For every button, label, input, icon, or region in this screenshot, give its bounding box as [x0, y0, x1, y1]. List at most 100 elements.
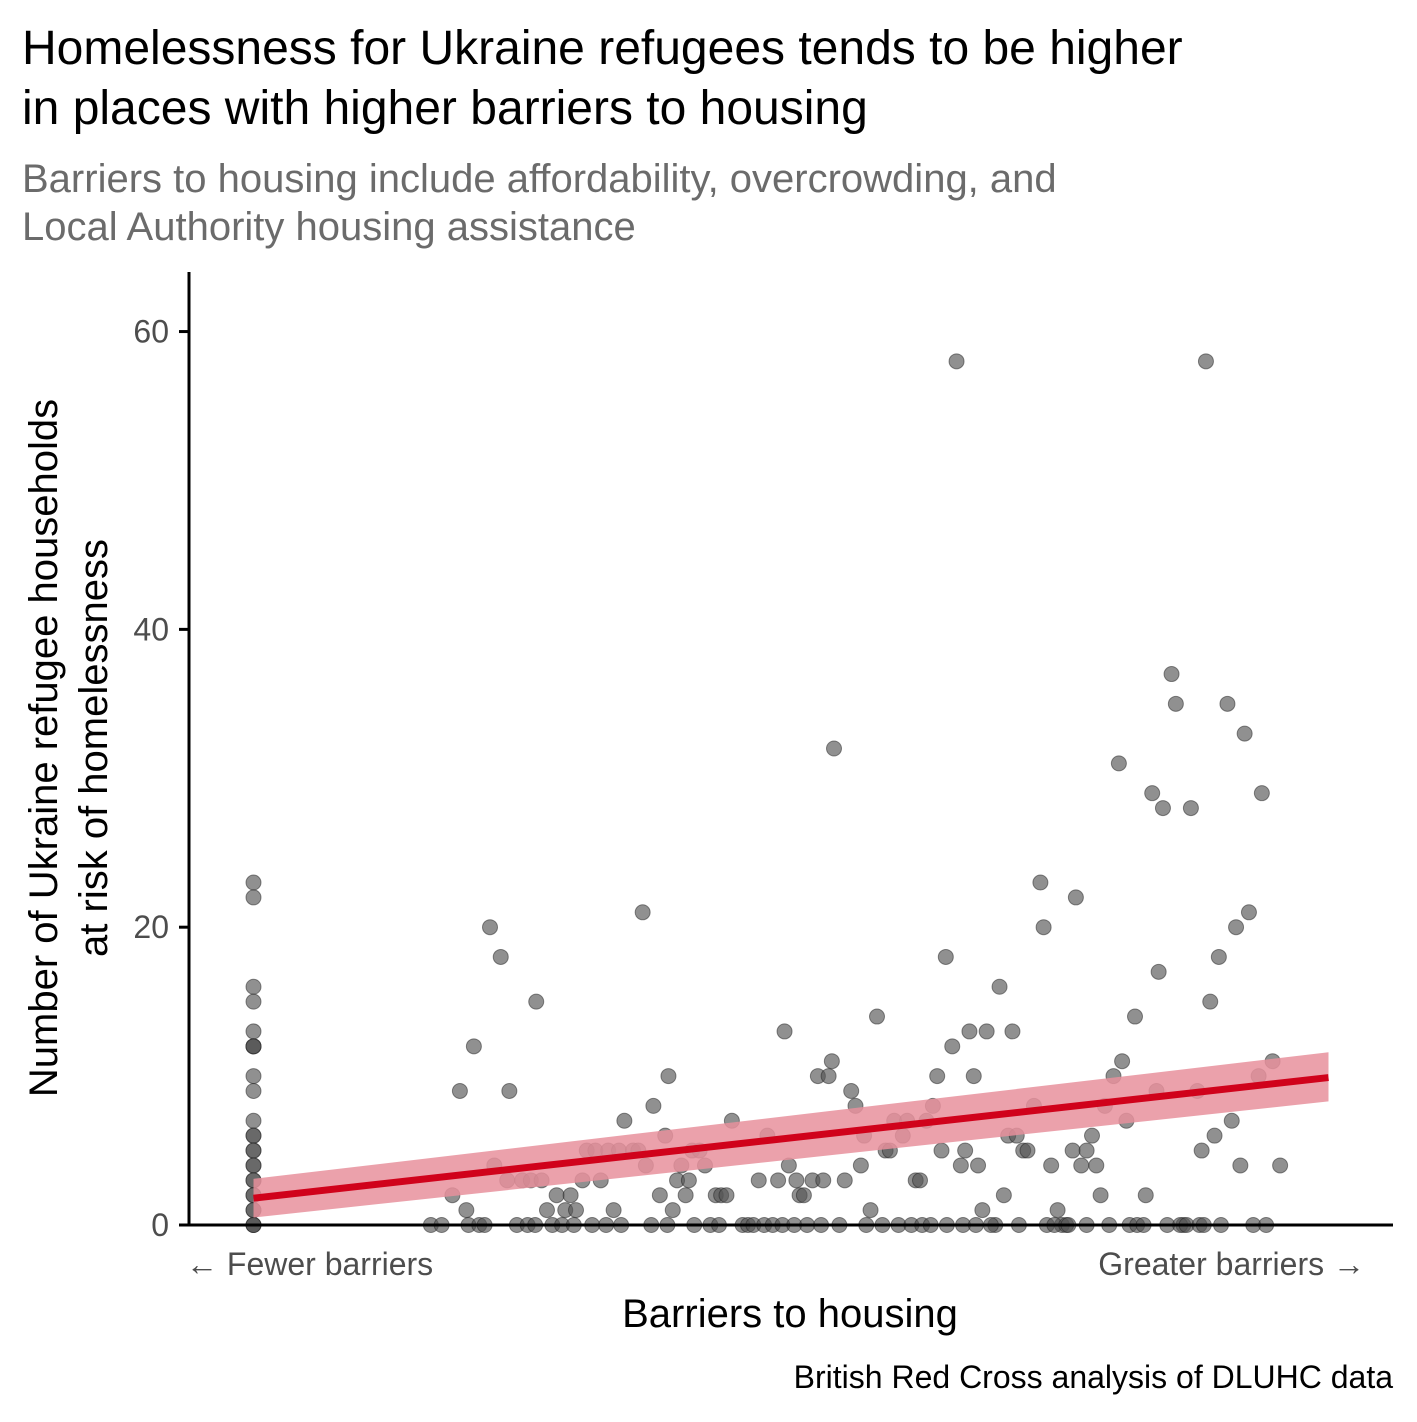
- data-point: [826, 740, 842, 757]
- data-point: [1127, 1008, 1143, 1025]
- data-point: [862, 1202, 879, 1219]
- y-tick-label: 40: [133, 611, 169, 647]
- data-point: [1197, 353, 1214, 370]
- chart-title-line-1: Homelessness for Ukraine refugees tends …: [22, 22, 1183, 75]
- data-point: [616, 1112, 633, 1129]
- data-point: [1236, 725, 1253, 742]
- data-point: [1150, 963, 1167, 980]
- data-point: [677, 1187, 694, 1204]
- data-point: [948, 353, 965, 370]
- data-point: [1049, 1202, 1066, 1219]
- data-point: [718, 1187, 735, 1204]
- data-point: [660, 1068, 677, 1085]
- data-point: [538, 1202, 555, 1219]
- data-point: [929, 1068, 946, 1085]
- data-point: [245, 1068, 262, 1085]
- data-point: [815, 1172, 832, 1189]
- chart-caption: British Red Cross analysis of DLUHC data: [794, 1359, 1394, 1395]
- data-point: [1088, 1157, 1105, 1174]
- data-point: [1253, 785, 1270, 802]
- chart-subtitle-line-1: Barriers to housing include affordabilit…: [22, 157, 1057, 201]
- data-point: [528, 993, 545, 1010]
- data-point: [1137, 1187, 1154, 1204]
- data-point: [1193, 1142, 1210, 1159]
- data-point: [1219, 695, 1236, 712]
- data-point: [770, 1172, 787, 1189]
- data-point: [974, 1202, 991, 1219]
- data-point: [562, 1187, 579, 1204]
- data-point: [568, 1202, 584, 1219]
- data-point: [245, 993, 262, 1010]
- data-point: [869, 1008, 885, 1025]
- data-point: [492, 948, 509, 965]
- x-axis-title: Barriers to housing: [622, 1292, 958, 1336]
- data-point: [1202, 993, 1219, 1010]
- y-axis-title-line-1: Number of Ukraine refugee households: [22, 399, 66, 1097]
- data-point: [451, 1082, 468, 1099]
- data-point: [995, 1187, 1012, 1204]
- data-point: [1032, 874, 1049, 891]
- data-point: [1163, 666, 1180, 683]
- data-point: [1144, 785, 1161, 802]
- data-point: [933, 1142, 950, 1159]
- data-point: [1210, 948, 1227, 965]
- data-point: [482, 919, 498, 936]
- data-point: [750, 1172, 767, 1189]
- data-point: [245, 889, 262, 906]
- data-point: [843, 1082, 860, 1099]
- data-point: [1004, 1023, 1021, 1040]
- data-point: [1073, 1157, 1090, 1174]
- data-point: [978, 1023, 995, 1040]
- y-tick-label: 0: [151, 1207, 169, 1243]
- data-point: [245, 1142, 262, 1159]
- data-point: [1064, 1142, 1081, 1159]
- data-point: [1167, 695, 1184, 712]
- data-point: [1154, 800, 1171, 817]
- data-point: [1092, 1187, 1109, 1204]
- data-point: [501, 1082, 518, 1099]
- data-point: [664, 1202, 681, 1219]
- data-point: [680, 1172, 697, 1189]
- data-point: [965, 1068, 982, 1085]
- data-point: [465, 1038, 482, 1055]
- data-point: [651, 1187, 668, 1204]
- data-point: [1240, 904, 1257, 921]
- data-point: [245, 1112, 262, 1129]
- data-point: [776, 1023, 793, 1040]
- data-point: [912, 1172, 928, 1189]
- data-point: [245, 1127, 262, 1144]
- x-tick-label-right: Greater barriers →: [1098, 1246, 1365, 1282]
- data-point: [1043, 1157, 1060, 1174]
- x-tick-label-left: ← Fewer barriers: [186, 1246, 433, 1282]
- data-point: [1114, 1053, 1131, 1070]
- y-axis-ticks: 0 20 40 60: [133, 314, 189, 1243]
- data-point: [245, 874, 262, 891]
- y-axis-title-line-2: at risk of homelessness: [72, 539, 116, 957]
- data-point: [1035, 919, 1052, 936]
- data-point: [645, 1097, 662, 1114]
- data-point: [1067, 889, 1084, 906]
- chart-title-line-2: in places with higher barriers to housin…: [22, 82, 868, 135]
- data-point: [795, 1187, 812, 1204]
- data-point: [245, 978, 262, 995]
- data-point: [458, 1202, 475, 1219]
- data-point: [944, 1038, 961, 1055]
- trend-line: [253, 1074, 1329, 1202]
- data-point: [1272, 1157, 1289, 1174]
- data-point: [1084, 1127, 1100, 1144]
- data-point: [937, 948, 954, 965]
- plot-area: [245, 353, 1329, 1233]
- data-point: [245, 1157, 262, 1174]
- data-point: [634, 904, 651, 921]
- data-point: [1078, 1142, 1095, 1159]
- data-point: [245, 1023, 262, 1040]
- data-point: [788, 1172, 805, 1189]
- data-point: [1182, 800, 1199, 817]
- data-point: [1206, 1127, 1223, 1144]
- data-point: [1110, 755, 1127, 772]
- y-tick-label: 60: [133, 314, 169, 350]
- data-point: [245, 1082, 262, 1099]
- data-point: [820, 1068, 837, 1085]
